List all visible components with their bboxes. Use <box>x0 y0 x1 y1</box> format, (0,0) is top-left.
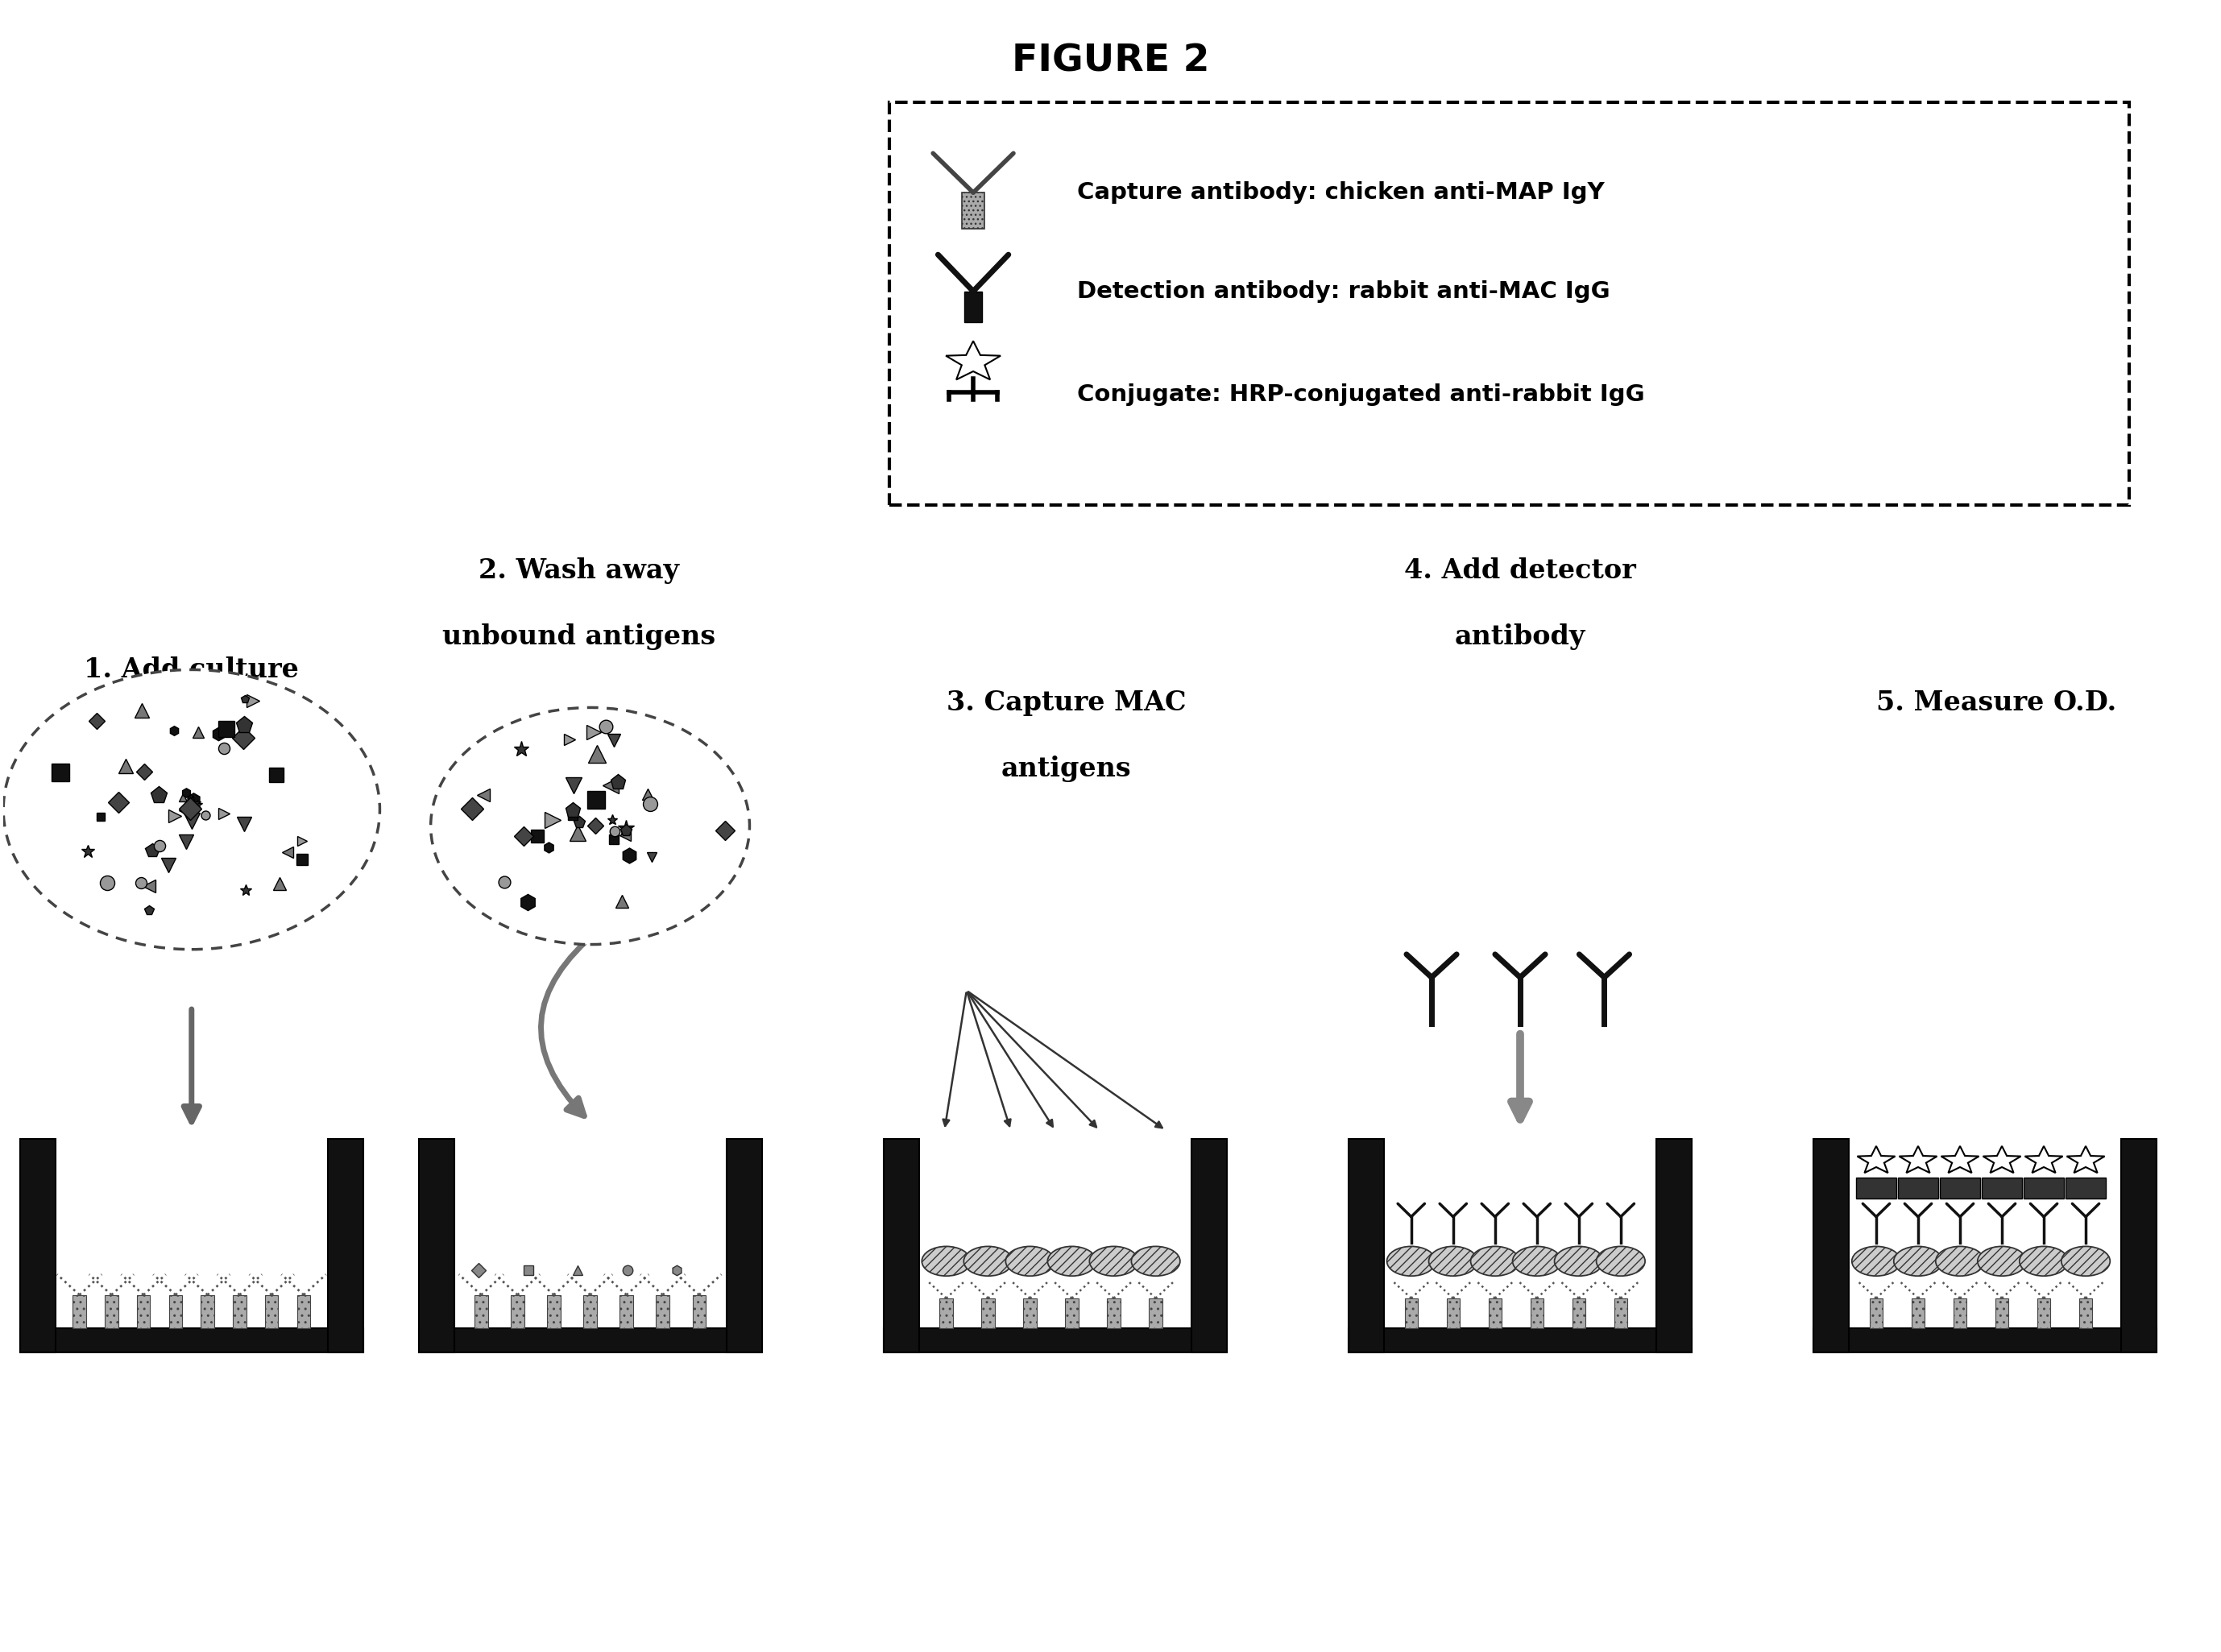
Bar <box>329 1138 364 1353</box>
Ellipse shape <box>1937 1246 1983 1275</box>
Bar <box>138 1295 151 1328</box>
Ellipse shape <box>1470 1246 1519 1275</box>
Bar <box>20 1138 56 1353</box>
Bar <box>2121 1138 2157 1353</box>
Circle shape <box>4 669 380 950</box>
Text: Capture antibody: chicken anti-MAP IgY: Capture antibody: chicken anti-MAP IgY <box>1077 182 1604 203</box>
Bar <box>2079 1298 2092 1328</box>
Text: Conjugate: HRP-conjugated anti-rabbit IgG: Conjugate: HRP-conjugated anti-rabbit Ig… <box>1077 383 1646 406</box>
Bar <box>1190 1138 1226 1353</box>
Bar <box>1530 1298 1544 1328</box>
Bar <box>1615 1298 1628 1328</box>
Bar <box>1024 1298 1037 1328</box>
Bar <box>1815 1328 2157 1353</box>
Bar <box>2066 1178 2106 1199</box>
Bar <box>884 1328 1226 1353</box>
Text: 3. Capture MAC: 3. Capture MAC <box>946 689 1186 715</box>
Bar <box>1066 1298 1079 1328</box>
Bar <box>1857 1178 1897 1199</box>
Text: unbound antigens: unbound antigens <box>442 623 715 651</box>
Ellipse shape <box>1555 1246 1604 1275</box>
Ellipse shape <box>1130 1246 1179 1275</box>
Bar <box>1488 1298 1501 1328</box>
Polygon shape <box>1899 1146 1937 1173</box>
Polygon shape <box>1857 1146 1895 1173</box>
Ellipse shape <box>1597 1246 1646 1275</box>
Bar <box>726 1138 762 1353</box>
Bar <box>1815 1138 1848 1353</box>
Ellipse shape <box>1048 1246 1097 1275</box>
Bar <box>1404 1298 1417 1328</box>
FancyBboxPatch shape <box>888 102 2130 506</box>
Ellipse shape <box>922 1246 971 1275</box>
Text: FIGURE 2: FIGURE 2 <box>1011 43 1210 79</box>
Bar <box>2023 1178 2063 1199</box>
Bar <box>418 1138 453 1353</box>
Bar <box>418 1328 762 1353</box>
Ellipse shape <box>1428 1246 1477 1275</box>
Ellipse shape <box>2019 1246 2068 1275</box>
Bar <box>169 1295 182 1328</box>
Bar <box>1870 1298 1883 1328</box>
Bar <box>1348 1138 1384 1353</box>
Bar <box>1994 1298 2008 1328</box>
Bar <box>1899 1178 1939 1199</box>
Ellipse shape <box>1513 1246 1561 1275</box>
Ellipse shape <box>1006 1246 1055 1275</box>
Text: Detection antibody: rabbit anti-MAC IgG: Detection antibody: rabbit anti-MAC IgG <box>1077 279 1610 302</box>
Text: 1. Add culture: 1. Add culture <box>84 656 300 682</box>
Bar <box>298 1295 311 1328</box>
Bar <box>1981 1178 2021 1199</box>
Text: 2. Wash away: 2. Wash away <box>480 558 680 585</box>
Polygon shape <box>2068 1146 2106 1173</box>
Bar <box>1148 1298 1162 1328</box>
Bar <box>1348 1328 1692 1353</box>
Polygon shape <box>1983 1146 2021 1173</box>
Ellipse shape <box>1091 1246 1137 1275</box>
Bar <box>2037 1298 2050 1328</box>
Bar <box>200 1295 213 1328</box>
Polygon shape <box>946 340 1002 380</box>
Bar <box>1912 1298 1926 1328</box>
Bar <box>264 1295 278 1328</box>
Bar <box>546 1295 560 1328</box>
Text: antibody: antibody <box>1455 623 1586 651</box>
Bar <box>1106 1298 1119 1328</box>
Bar <box>962 193 984 228</box>
Ellipse shape <box>1977 1246 2026 1275</box>
Bar <box>964 291 982 322</box>
Bar <box>1572 1298 1586 1328</box>
Bar <box>20 1328 364 1353</box>
Bar <box>475 1295 489 1328</box>
Bar <box>1446 1298 1459 1328</box>
Polygon shape <box>1941 1146 1979 1173</box>
Bar <box>233 1295 247 1328</box>
Bar <box>1941 1178 1979 1199</box>
Text: supernatant: supernatant <box>100 722 284 748</box>
Bar <box>1952 1298 1966 1328</box>
Ellipse shape <box>1895 1246 1943 1275</box>
Bar <box>73 1295 87 1328</box>
Ellipse shape <box>1386 1246 1435 1275</box>
Bar <box>584 1295 597 1328</box>
Bar <box>620 1295 633 1328</box>
Bar <box>511 1295 524 1328</box>
Bar <box>1657 1138 1692 1353</box>
Text: 4. Add detector: 4. Add detector <box>1404 558 1637 585</box>
Bar <box>104 1295 118 1328</box>
Ellipse shape <box>964 1246 1013 1275</box>
Ellipse shape <box>1852 1246 1901 1275</box>
Bar <box>884 1138 919 1353</box>
Text: antigens: antigens <box>1002 755 1130 781</box>
Bar <box>693 1295 706 1328</box>
Ellipse shape <box>2061 1246 2110 1275</box>
Bar <box>982 1298 995 1328</box>
Bar <box>655 1295 669 1328</box>
Polygon shape <box>2026 1146 2063 1173</box>
Text: 5. Measure O.D.: 5. Measure O.D. <box>1877 689 2117 715</box>
Circle shape <box>431 707 748 945</box>
Bar <box>939 1298 953 1328</box>
